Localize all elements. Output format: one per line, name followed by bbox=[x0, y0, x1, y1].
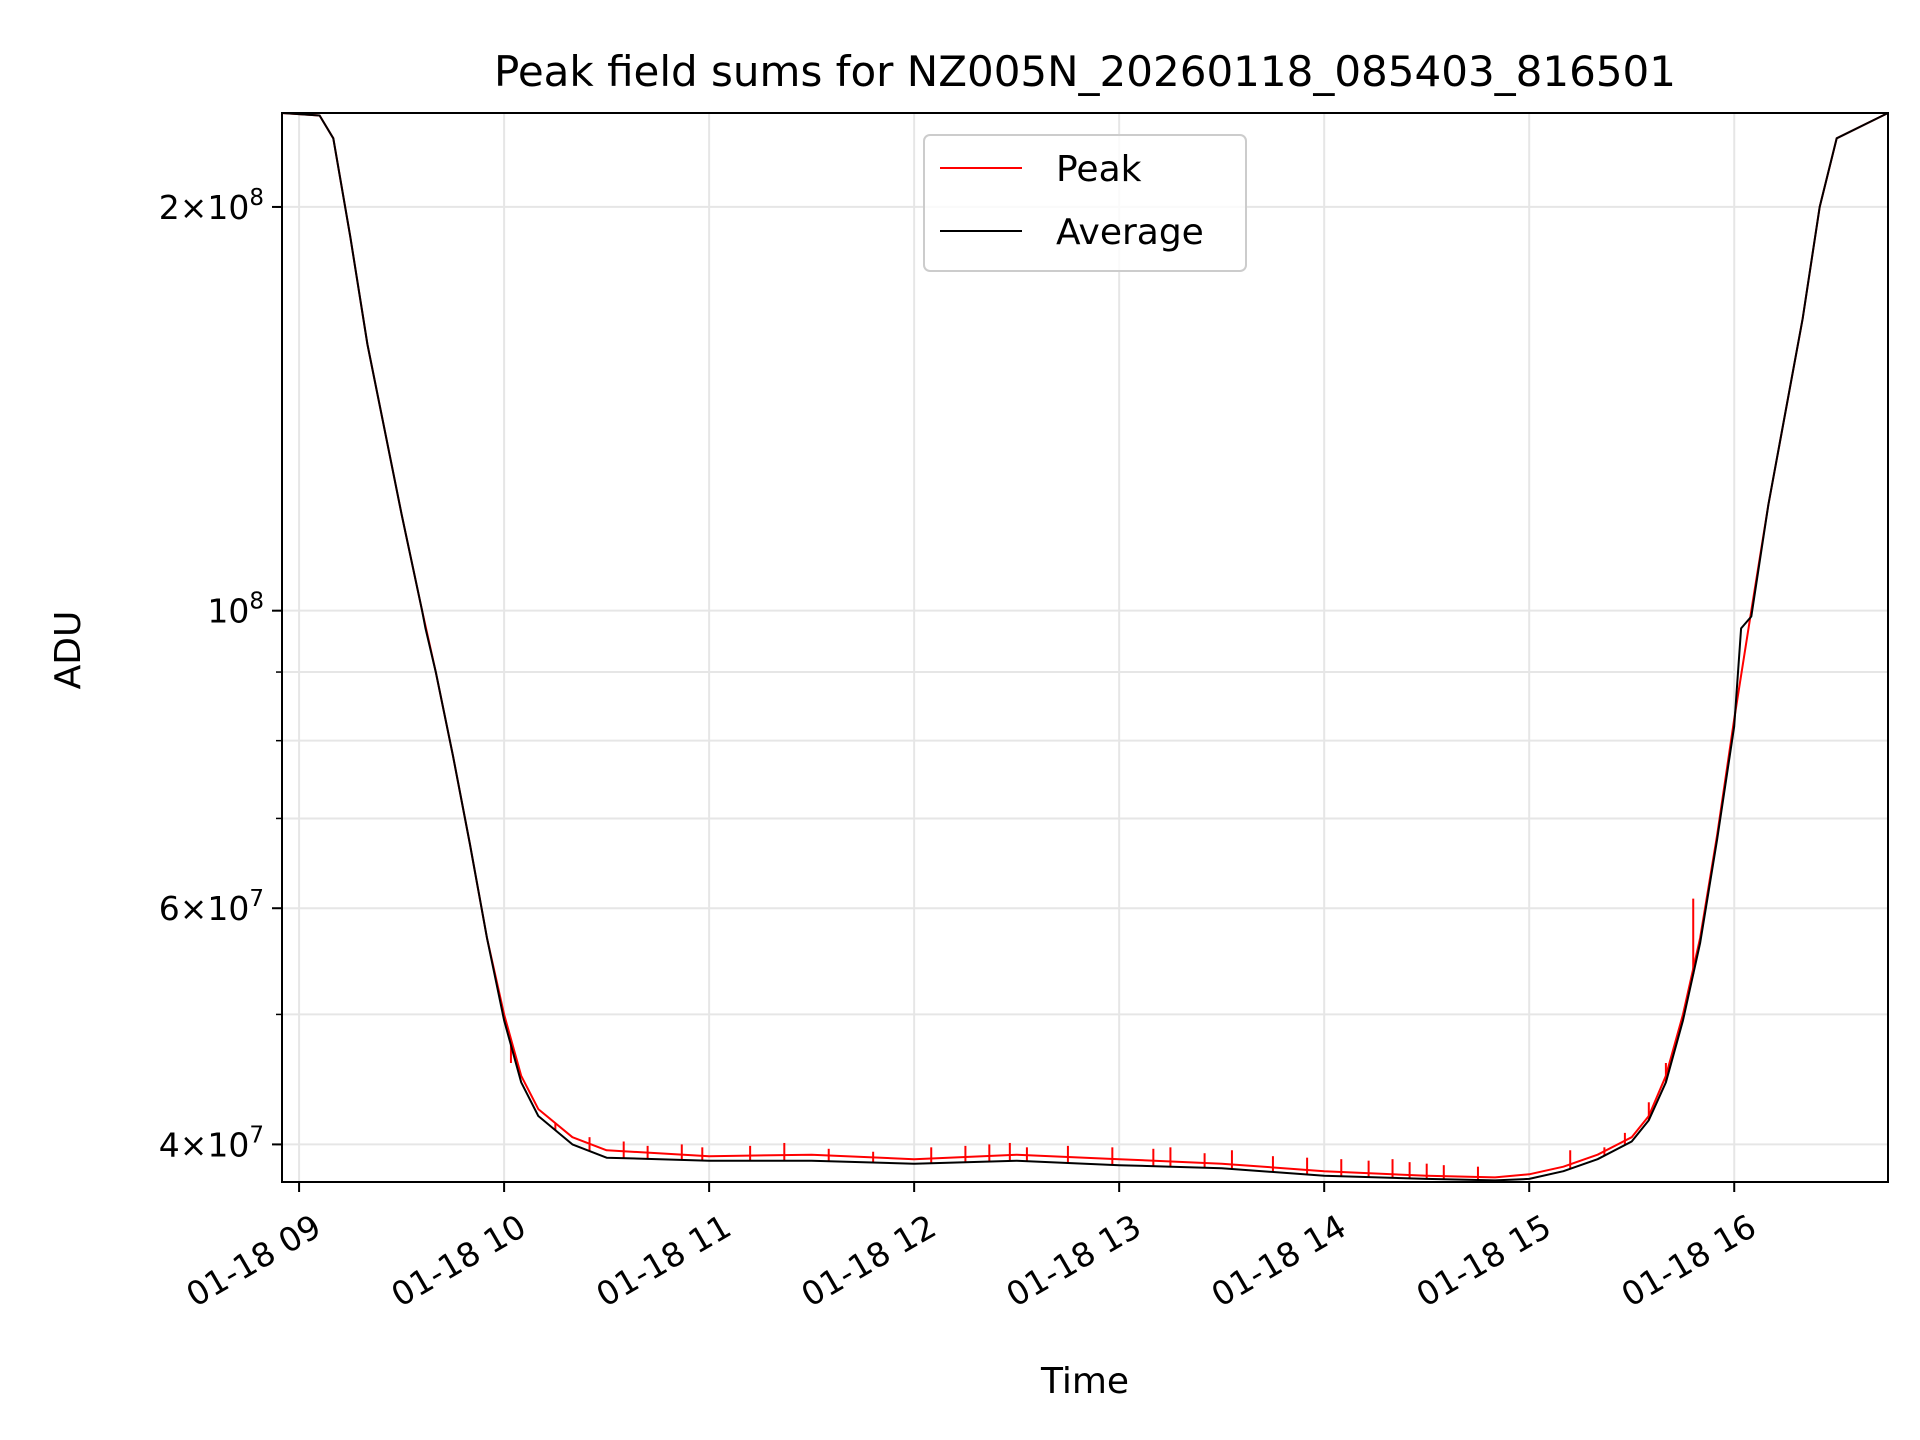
plot-area bbox=[281, 112, 1889, 1182]
y-tick-label: 4×107 bbox=[159, 1122, 264, 1164]
legend-peak-label: Peak bbox=[1056, 149, 1142, 190]
axes-frame bbox=[281, 112, 1889, 1183]
legend-average-label: Average bbox=[1056, 212, 1204, 253]
y-axis-label: ADU bbox=[48, 611, 89, 690]
y-tick-label: 108 bbox=[207, 589, 264, 631]
y-tick-label: 2×108 bbox=[159, 185, 264, 227]
grid bbox=[282, 113, 1888, 1182]
legend: Peak Average bbox=[923, 134, 1247, 272]
average-series-line bbox=[281, 112, 1889, 1182]
chart-title: Peak field sums for NZ005N_20260118_0854… bbox=[494, 47, 1676, 96]
y-tick-label: 6×107 bbox=[159, 886, 264, 928]
y-axis: 4×107 6×107 108 2×108 bbox=[159, 185, 282, 1164]
x-axis-label: Time bbox=[1040, 1361, 1129, 1402]
